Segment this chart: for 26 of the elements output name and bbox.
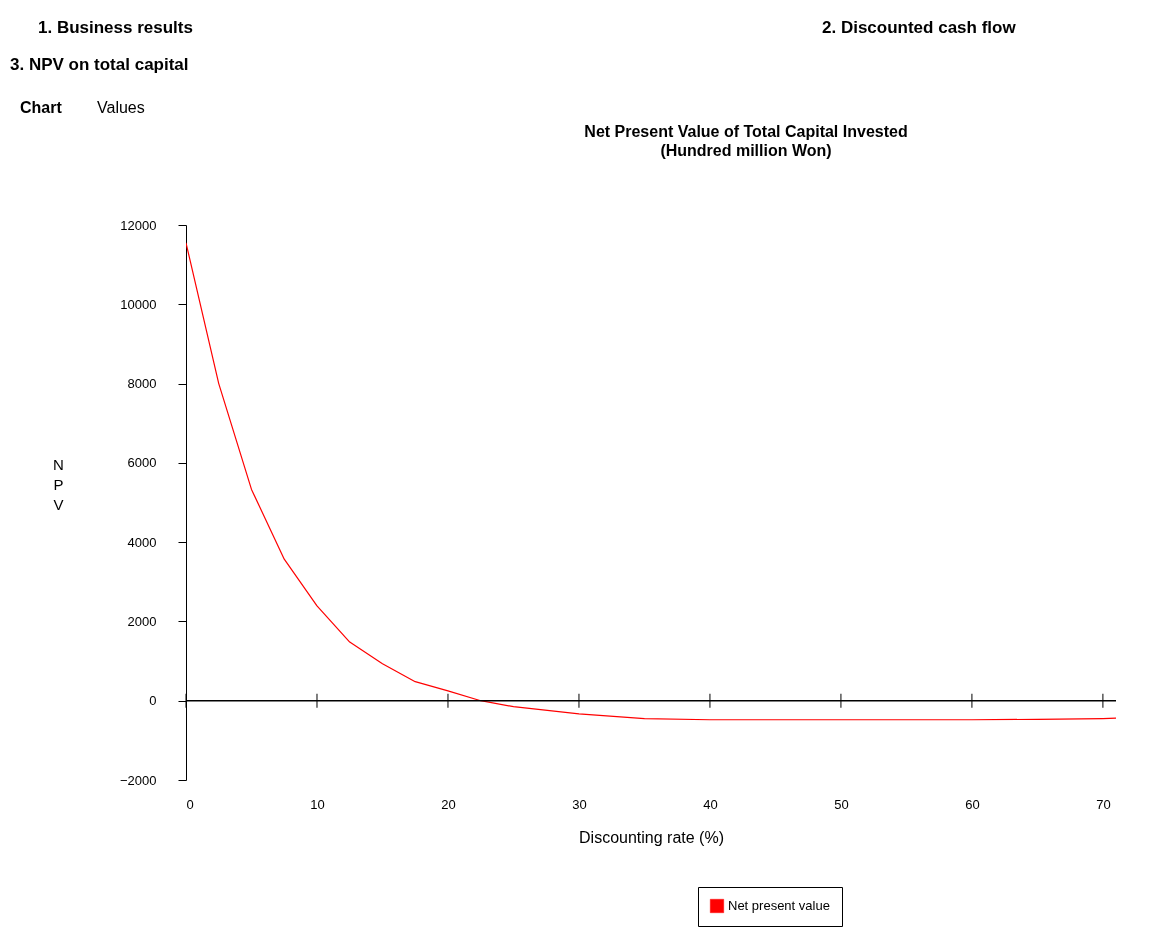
- text: 1. Business results: [38, 18, 193, 37]
- chart-title: Net Present Value of Total Capital Invested: [584, 123, 908, 140]
- text: Chart: [20, 99, 63, 116]
- y-tick-label: 12000: [120, 217, 157, 233]
- y-tick-label: 10000: [120, 296, 157, 312]
- text: 3. NPV on total capital: [10, 55, 189, 74]
- x-tick-label: 0: [186, 796, 194, 812]
- x-tick-label: 10: [310, 796, 325, 812]
- y-tick-label: 0: [149, 693, 157, 709]
- chart-subtitle: (Hundred million Won): [660, 142, 832, 159]
- x-axis-title: Discounting rate (%): [579, 828, 724, 846]
- x-tick-label: 70: [1096, 796, 1111, 812]
- legend-label: Net present value: [728, 898, 830, 913]
- y-tick-label: 2000: [127, 613, 157, 629]
- x-tick-label: 40: [703, 796, 718, 812]
- x-tick-label: 50: [834, 796, 849, 812]
- y-axis-title: NPV: [53, 456, 64, 513]
- y-tick-label: 6000: [127, 455, 157, 471]
- text: Values: [97, 99, 145, 116]
- y-tick-label: 8000: [127, 376, 157, 392]
- y-tick-label: 4000: [127, 534, 157, 550]
- y-tick-label: −2000: [119, 772, 157, 788]
- x-tick-label: 20: [441, 796, 456, 812]
- x-tick-label: 30: [572, 796, 587, 812]
- x-tick-label: 60: [965, 796, 980, 812]
- text: 2. Discounted cash flow: [822, 18, 1017, 37]
